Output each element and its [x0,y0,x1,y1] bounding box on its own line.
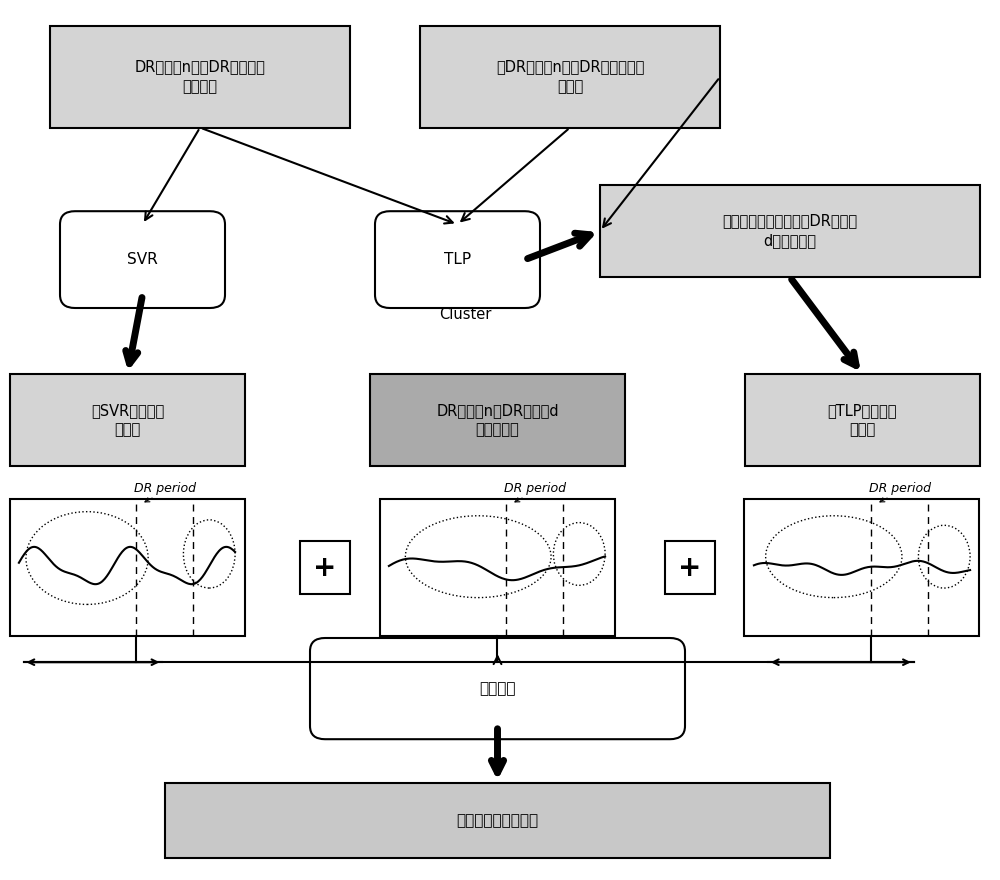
Bar [165,783,830,858]
Bar [600,185,980,277]
Text: 同一集群中的对照组在DR事件日
d的负荷数据: 同一集群中的对照组在DR事件日 d的负荷数据 [722,214,858,248]
Text: DR period: DR period [134,482,196,495]
Text: SVR: SVR [127,252,158,268]
Text: Cluster: Cluster [439,306,491,322]
FancyBboxPatch shape [300,541,350,594]
Text: DR参与者n在DR事件日d
的负荷数据: DR参与者n在DR事件日d 的负荷数据 [436,403,559,437]
Text: +: + [678,554,702,582]
Text: DR period: DR period [869,482,931,495]
Text: 选择适当的估计负荷: 选择适当的估计负荷 [456,813,539,828]
Bar [380,500,614,635]
Bar [10,500,244,635]
Text: DR参与者n在非DR日的历史
负荷数据: DR参与者n在非DR日的历史 负荷数据 [135,60,265,94]
FancyBboxPatch shape [375,211,540,308]
Bar [420,26,720,128]
Text: DR period: DR period [504,482,566,495]
Text: 由SVR估计的基
线负荷: 由SVR估计的基 线负荷 [91,403,164,437]
Bar [744,500,979,635]
Text: 神经网络: 神经网络 [479,681,516,696]
Bar [745,374,980,466]
Text: 由TLP估计的基
线负荷: 由TLP估计的基 线负荷 [828,403,897,437]
FancyBboxPatch shape [665,541,715,594]
Bar [370,374,625,466]
FancyBboxPatch shape [60,211,225,308]
Text: TLP: TLP [444,252,471,268]
Bar [50,26,350,128]
FancyBboxPatch shape [310,638,685,739]
Bar [10,374,245,466]
Text: +: + [313,554,337,582]
Text: 非DR参与者n在非DR日的历史负
荷数据: 非DR参与者n在非DR日的历史负 荷数据 [496,60,644,94]
